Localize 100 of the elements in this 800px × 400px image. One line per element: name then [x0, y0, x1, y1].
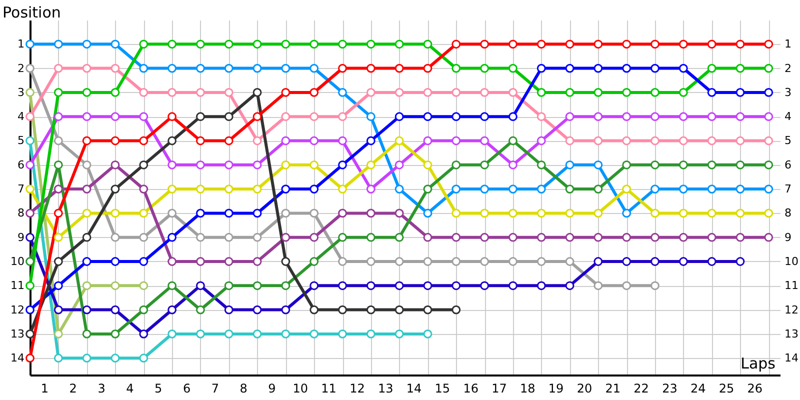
point	[110, 232, 120, 242]
point	[423, 329, 432, 338]
point	[224, 208, 234, 218]
point	[82, 40, 92, 49]
point	[310, 88, 319, 97]
point	[452, 40, 461, 49]
point	[281, 184, 290, 194]
point	[366, 160, 376, 170]
point	[508, 232, 518, 242]
point	[594, 64, 603, 73]
point	[54, 160, 63, 170]
y2-tick-label: 4	[784, 110, 792, 124]
point	[26, 354, 34, 363]
point	[452, 257, 461, 266]
point	[224, 257, 234, 266]
point	[536, 112, 546, 122]
point	[281, 88, 290, 97]
point	[736, 88, 745, 97]
y-tick-label: 9	[18, 230, 24, 244]
point	[82, 208, 92, 218]
point	[168, 257, 177, 266]
point	[54, 329, 63, 338]
point	[252, 305, 262, 314]
x-tick-label: 7	[211, 382, 219, 396]
point	[678, 40, 688, 49]
point	[338, 136, 347, 146]
point	[594, 40, 603, 49]
point	[281, 112, 290, 122]
point	[565, 40, 574, 49]
point	[366, 257, 376, 266]
point	[338, 64, 347, 73]
point	[366, 136, 376, 146]
y2-tick-label: 8	[784, 206, 792, 220]
point	[452, 232, 461, 242]
point	[310, 281, 319, 290]
point	[650, 112, 660, 122]
point	[650, 184, 660, 194]
point	[281, 160, 290, 170]
point	[54, 281, 63, 290]
point	[224, 136, 234, 146]
point	[622, 136, 632, 146]
point	[536, 232, 546, 242]
point	[281, 305, 290, 314]
point	[281, 136, 290, 146]
x-tick-label: 23	[662, 382, 678, 396]
point	[196, 40, 205, 49]
point	[622, 232, 632, 242]
x-tick-label: 25	[718, 382, 734, 396]
point	[110, 281, 120, 290]
point	[536, 40, 546, 49]
point	[678, 136, 688, 146]
point	[26, 40, 34, 49]
point	[565, 208, 574, 218]
point	[707, 112, 716, 122]
point	[622, 184, 632, 194]
point	[224, 112, 234, 122]
point	[452, 208, 461, 218]
point	[394, 184, 404, 194]
point	[678, 160, 688, 170]
point	[764, 88, 774, 97]
y2-tick-label: 2	[784, 62, 792, 75]
point	[310, 64, 319, 73]
point	[508, 281, 518, 290]
point	[536, 208, 546, 218]
point	[678, 257, 688, 266]
point	[110, 64, 120, 73]
point	[281, 329, 290, 338]
x-tick-label: 13	[378, 382, 394, 396]
point	[736, 184, 745, 194]
point	[338, 329, 347, 338]
y-tick-label: 6	[18, 158, 24, 172]
point	[168, 112, 177, 122]
point	[594, 112, 603, 122]
point	[252, 112, 262, 122]
point	[338, 160, 347, 170]
x-tick-label: 22	[634, 382, 649, 396]
point	[338, 208, 347, 218]
point	[594, 232, 603, 242]
point	[452, 112, 461, 122]
x-tick-label: 21	[605, 382, 621, 396]
y2-tick-label: 12	[784, 303, 798, 316]
point	[423, 281, 432, 290]
point	[139, 281, 148, 290]
point	[224, 329, 234, 338]
point	[622, 160, 632, 170]
point	[536, 281, 546, 290]
point	[139, 232, 148, 242]
point	[338, 184, 347, 194]
point	[394, 136, 404, 146]
y-tick-label: 14	[10, 352, 24, 365]
x-tick-label: 19	[548, 382, 564, 396]
point	[26, 281, 34, 290]
point	[82, 160, 92, 170]
point	[678, 184, 688, 194]
point	[423, 40, 432, 49]
point	[54, 64, 63, 73]
point	[252, 88, 262, 97]
point	[224, 184, 234, 194]
point	[139, 184, 148, 194]
point	[736, 160, 745, 170]
